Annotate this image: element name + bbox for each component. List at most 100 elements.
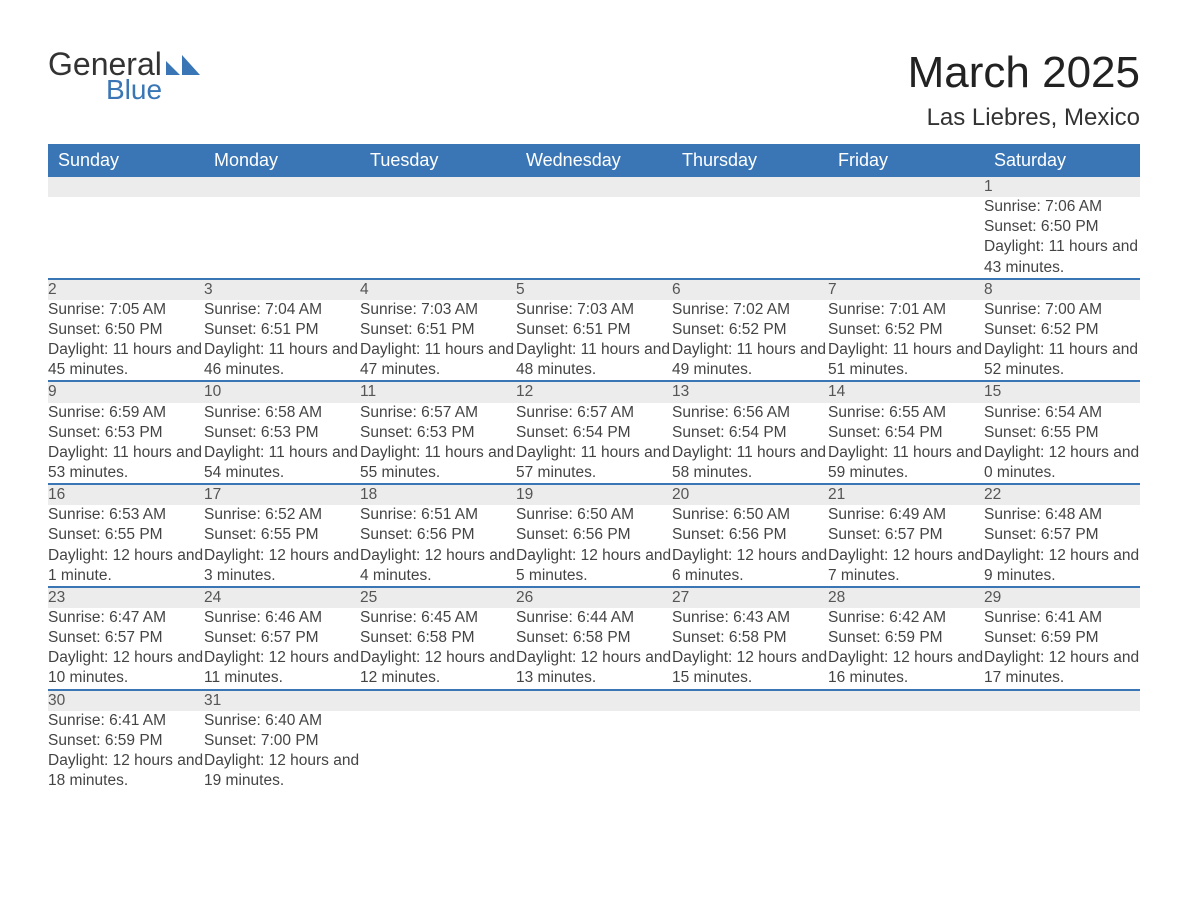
day-number: 20 [672, 484, 828, 505]
daylight-line: Daylight: 11 hours and 48 minutes. [516, 340, 672, 380]
sunrise-line: Sunrise: 7:05 AM [48, 300, 204, 320]
day-number: 14 [828, 381, 984, 402]
logo: General Blue [48, 48, 200, 104]
sunset-line: Sunset: 6:58 PM [672, 628, 828, 648]
sunrise-line: Sunrise: 6:56 AM [672, 403, 828, 423]
sunrise-line: Sunrise: 6:55 AM [828, 403, 984, 423]
daylight-line: Daylight: 11 hours and 54 minutes. [204, 443, 360, 483]
day-number: 2 [48, 279, 204, 300]
daylight-line: Daylight: 11 hours and 57 minutes. [516, 443, 672, 483]
location: Las Liebres, Mexico [908, 104, 1140, 132]
day-number [672, 690, 828, 711]
sunset-line: Sunset: 6:59 PM [828, 628, 984, 648]
day-cell: Sunrise: 7:02 AMSunset: 6:52 PMDaylight:… [672, 300, 828, 382]
day-cell: Sunrise: 7:06 AMSunset: 6:50 PMDaylight:… [984, 197, 1140, 279]
sunset-line: Sunset: 6:57 PM [984, 525, 1140, 545]
sunset-line: Sunset: 6:59 PM [984, 628, 1140, 648]
day-cell [516, 197, 672, 279]
col-tuesday: Tuesday [360, 144, 516, 177]
sunrise-line: Sunrise: 7:01 AM [828, 300, 984, 320]
sunrise-line: Sunrise: 7:00 AM [984, 300, 1140, 320]
sunrise-line: Sunrise: 7:02 AM [672, 300, 828, 320]
daylight-line: Daylight: 12 hours and 16 minutes. [828, 648, 984, 688]
sunset-line: Sunset: 6:57 PM [204, 628, 360, 648]
sunset-line: Sunset: 6:52 PM [828, 320, 984, 340]
sunset-line: Sunset: 6:56 PM [360, 525, 516, 545]
daynum-row: 1 [48, 177, 1140, 197]
sunset-line: Sunset: 6:54 PM [672, 423, 828, 443]
daycontent-row: Sunrise: 6:53 AMSunset: 6:55 PMDaylight:… [48, 505, 1140, 587]
day-cell [828, 197, 984, 279]
day-number: 21 [828, 484, 984, 505]
sunrise-line: Sunrise: 6:48 AM [984, 505, 1140, 525]
day-cell: Sunrise: 6:50 AMSunset: 6:56 PMDaylight:… [672, 505, 828, 587]
day-number [828, 690, 984, 711]
daylight-line: Daylight: 12 hours and 6 minutes. [672, 546, 828, 586]
day-number: 30 [48, 690, 204, 711]
day-cell: Sunrise: 6:53 AMSunset: 6:55 PMDaylight:… [48, 505, 204, 587]
day-number [672, 177, 828, 197]
day-cell [204, 197, 360, 279]
sunrise-line: Sunrise: 6:45 AM [360, 608, 516, 628]
day-number: 1 [984, 177, 1140, 197]
col-thursday: Thursday [672, 144, 828, 177]
day-cell: Sunrise: 6:49 AMSunset: 6:57 PMDaylight:… [828, 505, 984, 587]
daynum-row: 3031 [48, 690, 1140, 711]
sunset-line: Sunset: 6:55 PM [204, 525, 360, 545]
day-number [828, 177, 984, 197]
day-cell [672, 197, 828, 279]
day-cell: Sunrise: 6:52 AMSunset: 6:55 PMDaylight:… [204, 505, 360, 587]
day-number: 25 [360, 587, 516, 608]
day-number [360, 177, 516, 197]
daycontent-row: Sunrise: 6:41 AMSunset: 6:59 PMDaylight:… [48, 711, 1140, 792]
daylight-line: Daylight: 12 hours and 4 minutes. [360, 546, 516, 586]
day-number [48, 177, 204, 197]
day-cell: Sunrise: 6:56 AMSunset: 6:54 PMDaylight:… [672, 403, 828, 485]
day-cell: Sunrise: 6:51 AMSunset: 6:56 PMDaylight:… [360, 505, 516, 587]
day-cell [672, 711, 828, 792]
sunset-line: Sunset: 6:52 PM [672, 320, 828, 340]
day-number: 12 [516, 381, 672, 402]
logo-text-bottom: Blue [106, 76, 200, 104]
day-number: 23 [48, 587, 204, 608]
day-cell: Sunrise: 7:03 AMSunset: 6:51 PMDaylight:… [360, 300, 516, 382]
daylight-line: Daylight: 11 hours and 51 minutes. [828, 340, 984, 380]
daylight-line: Daylight: 11 hours and 58 minutes. [672, 443, 828, 483]
day-cell: Sunrise: 6:43 AMSunset: 6:58 PMDaylight:… [672, 608, 828, 690]
day-number: 4 [360, 279, 516, 300]
sunset-line: Sunset: 6:56 PM [672, 525, 828, 545]
daylight-line: Daylight: 12 hours and 12 minutes. [360, 648, 516, 688]
sunrise-line: Sunrise: 6:50 AM [672, 505, 828, 525]
day-cell: Sunrise: 7:01 AMSunset: 6:52 PMDaylight:… [828, 300, 984, 382]
day-cell: Sunrise: 6:59 AMSunset: 6:53 PMDaylight:… [48, 403, 204, 485]
day-number [984, 690, 1140, 711]
day-cell: Sunrise: 6:41 AMSunset: 6:59 PMDaylight:… [984, 608, 1140, 690]
daylight-line: Daylight: 12 hours and 11 minutes. [204, 648, 360, 688]
sunrise-line: Sunrise: 6:59 AM [48, 403, 204, 423]
daylight-line: Daylight: 12 hours and 19 minutes. [204, 751, 360, 791]
sunrise-line: Sunrise: 6:52 AM [204, 505, 360, 525]
sunrise-line: Sunrise: 6:49 AM [828, 505, 984, 525]
header: General Blue March 2025 Las Liebres, Mex… [48, 48, 1140, 132]
day-cell: Sunrise: 6:42 AMSunset: 6:59 PMDaylight:… [828, 608, 984, 690]
day-cell: Sunrise: 7:00 AMSunset: 6:52 PMDaylight:… [984, 300, 1140, 382]
daylight-line: Daylight: 12 hours and 9 minutes. [984, 546, 1140, 586]
sunset-line: Sunset: 6:56 PM [516, 525, 672, 545]
daylight-line: Daylight: 12 hours and 17 minutes. [984, 648, 1140, 688]
daylight-line: Daylight: 11 hours and 55 minutes. [360, 443, 516, 483]
sunset-line: Sunset: 6:51 PM [360, 320, 516, 340]
daycontent-row: Sunrise: 7:05 AMSunset: 6:50 PMDaylight:… [48, 300, 1140, 382]
sunrise-line: Sunrise: 7:04 AM [204, 300, 360, 320]
day-number: 27 [672, 587, 828, 608]
day-number: 29 [984, 587, 1140, 608]
daylight-line: Daylight: 11 hours and 59 minutes. [828, 443, 984, 483]
day-number: 15 [984, 381, 1140, 402]
sunset-line: Sunset: 6:57 PM [48, 628, 204, 648]
daycontent-row: Sunrise: 7:06 AMSunset: 6:50 PMDaylight:… [48, 197, 1140, 279]
sunrise-line: Sunrise: 7:03 AM [516, 300, 672, 320]
sunset-line: Sunset: 6:53 PM [204, 423, 360, 443]
sunrise-line: Sunrise: 7:03 AM [360, 300, 516, 320]
day-cell: Sunrise: 6:54 AMSunset: 6:55 PMDaylight:… [984, 403, 1140, 485]
sunrise-line: Sunrise: 6:57 AM [516, 403, 672, 423]
daylight-line: Daylight: 12 hours and 3 minutes. [204, 546, 360, 586]
